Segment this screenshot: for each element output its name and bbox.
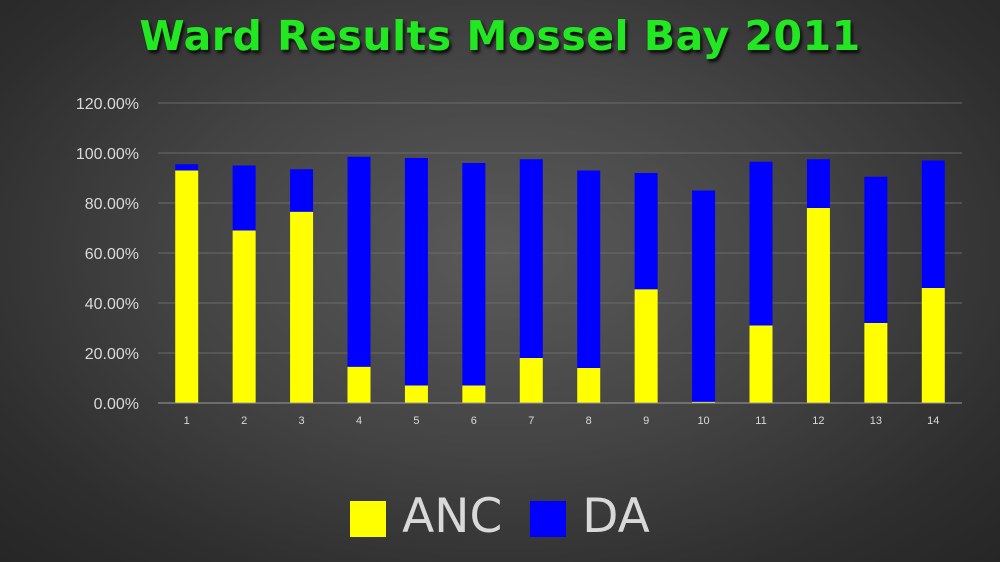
x-tick-label: 1 [184,415,190,427]
x-tick-label: 2 [241,415,247,427]
bar-anc [462,385,486,403]
bar-anc [749,325,773,403]
x-tick-label: 6 [471,415,477,427]
x-tick-label: 3 [299,415,305,427]
x-tick-label: 9 [643,415,649,427]
bar-da [519,159,543,358]
x-tick-label: 11 [755,415,766,427]
x-tick-label: 7 [528,415,534,427]
y-tick-label: 100.00% [76,146,139,163]
bar-da [749,161,773,326]
legend-label: DA [582,488,650,544]
bar-da [347,156,371,367]
bar-anc [347,366,371,403]
x-tick-label: 4 [356,415,362,427]
bar-da [175,164,199,171]
legend-label: ANC [402,488,503,544]
bar-da [290,169,314,212]
bar-da [462,163,486,386]
bar-anc [175,170,199,403]
bar-da [404,158,428,386]
x-tick-label: 8 [586,415,592,427]
y-tick-label: 60.00% [85,246,139,263]
bar-da [577,170,601,368]
bar-da [921,160,945,288]
bar-da [806,159,830,208]
bar-anc [634,289,658,403]
legend-item-da: DA [530,489,650,544]
bar-anc [577,368,601,403]
legend-item-anc: ANC [350,489,502,544]
x-tick-label: 12 [812,415,824,427]
bar-anc [404,385,428,403]
y-tick-label: 80.00% [85,196,139,213]
y-tick-label: 120.00% [76,96,139,113]
bar-anc [692,401,716,403]
bar-anc [232,230,256,403]
chart-title: Ward Results Mossel Bay 2011 [139,12,861,60]
bar-da [692,190,716,402]
bar-anc [519,358,543,403]
y-tick-label: 20.00% [85,346,139,363]
y-tick-label: 40.00% [85,296,139,313]
x-tick-label: 5 [413,415,419,427]
bar-anc [864,323,888,403]
x-tick-label: 13 [870,415,882,427]
x-tick-label: 10 [697,415,709,427]
bar-anc [921,288,945,403]
bar-anc [806,208,830,403]
bar-da [864,176,888,323]
chart-legend: ANC DA [0,484,1000,548]
bar-anc [290,211,314,403]
legend-swatch [530,501,567,537]
x-tick-label: 14 [927,415,939,427]
bar-da [232,165,256,231]
legend-swatch [350,501,387,537]
y-tick-label: 0.00% [94,396,139,413]
bar-da [634,173,658,290]
